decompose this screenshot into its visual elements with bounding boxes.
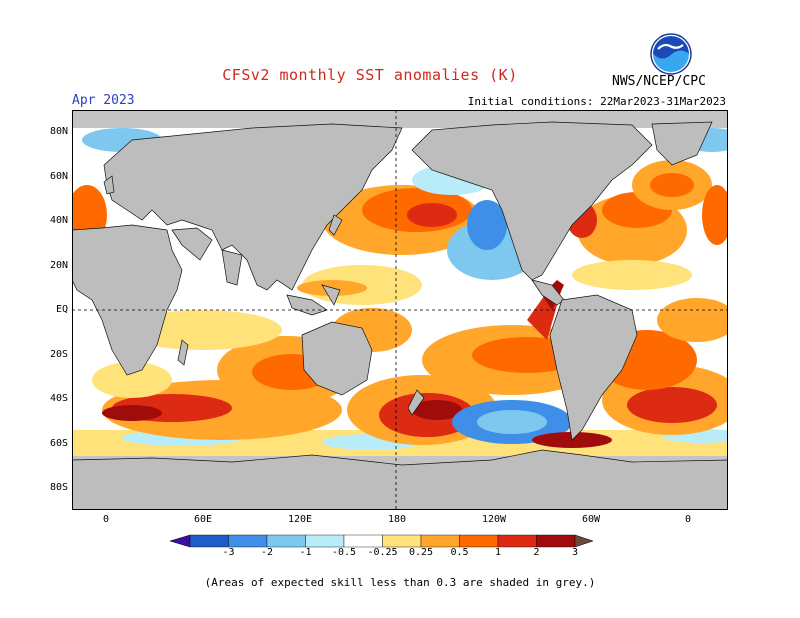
colorbar-segment	[343, 534, 383, 548]
map-frame	[72, 110, 728, 510]
lon-label: 120E	[287, 514, 313, 525]
colorbar-segment	[228, 534, 268, 548]
colorbar-segment	[497, 534, 537, 548]
lon-label: 180	[387, 514, 407, 525]
lat-label: 40N	[49, 215, 68, 226]
colorbar-segment	[536, 534, 576, 548]
lat-label: 80N	[49, 126, 68, 137]
lon-label: 60E	[193, 514, 213, 525]
lat-label: 60S	[49, 437, 68, 449]
lon-label: 60W	[581, 514, 601, 525]
lat-label: 80S	[49, 482, 68, 493]
south-america-landmass	[549, 294, 638, 441]
lon-label: 0	[684, 514, 692, 525]
colorbar-tick-label: -1	[299, 547, 312, 558]
colorbar-tick-label: 1	[494, 547, 502, 558]
colorbar-tick-label: -2	[260, 547, 274, 558]
colorbar-tick-label: 0.5	[450, 547, 469, 558]
colorbar-segment	[459, 534, 499, 548]
initial-conditions-label: Initial conditions: 22Mar2023-31Mar2023	[467, 95, 726, 108]
chart-title: CFSv2 monthly SST anomalies (K)	[222, 66, 518, 84]
colorbar-segment	[189, 534, 229, 548]
lat-label: 20N	[49, 259, 68, 271]
colorbar-arrow-high	[574, 534, 594, 548]
africa-landmass	[72, 224, 183, 376]
agency-label: NWS/NCEP/CPC	[612, 74, 706, 89]
valid-month-label: Apr 2023	[72, 93, 135, 108]
colorbar-segment	[382, 534, 422, 548]
colorbar-segment	[420, 534, 460, 548]
colorbar-arrow-low	[170, 534, 191, 548]
colorbar-tick-label: -0.5	[331, 547, 357, 558]
colorbar-segment	[305, 534, 345, 548]
north-america-landmass	[411, 121, 653, 281]
lat-label: 60N	[49, 170, 68, 182]
colorbar-tick-label: 2	[533, 547, 540, 558]
skill-note: (Areas of expected skill less than 0.3 a…	[204, 576, 596, 589]
australia-landmass	[301, 321, 373, 396]
sst-anomaly-map	[72, 110, 728, 510]
lon-label: 120W	[481, 514, 507, 525]
eurasia-landmass	[103, 123, 403, 291]
lat-label: 20S	[49, 348, 68, 360]
lon-label: 0	[102, 514, 110, 525]
colorbar-tick-label: -0.25	[367, 547, 398, 558]
colorbar-tick-label: 3	[571, 547, 579, 558]
lat-label: EQ	[55, 304, 68, 315]
lat-label: 40S	[49, 393, 68, 404]
colorbar-tick-label: -3	[222, 547, 235, 558]
colorbar	[170, 534, 594, 548]
colorbar-tick-label: 0.25	[408, 547, 434, 558]
colorbar-segment	[266, 534, 306, 548]
antarctica-landmass	[72, 449, 728, 510]
noaa-logo-icon	[650, 33, 692, 75]
continents	[72, 121, 728, 510]
